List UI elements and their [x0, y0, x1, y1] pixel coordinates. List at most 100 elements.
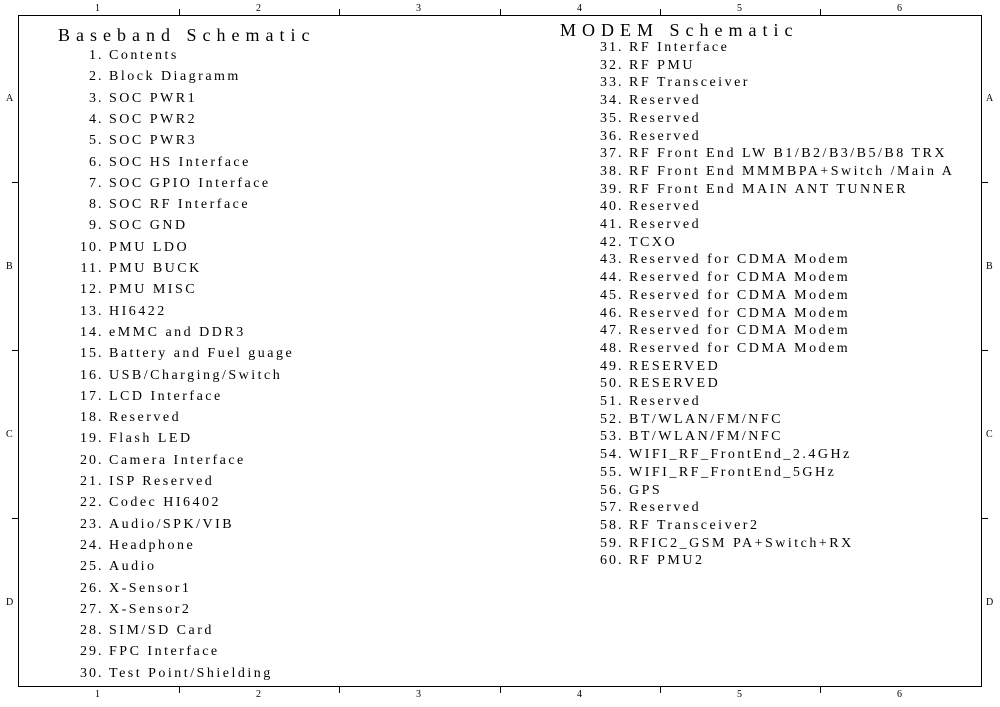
- list-item: 52. BT/WLAN/FM/NFC: [590, 412, 783, 428]
- list-item-number: 51: [590, 394, 618, 410]
- list-item-dot: .: [98, 644, 109, 659]
- list-item-text: RESERVED: [629, 376, 720, 391]
- list-item-dot: .: [98, 495, 109, 510]
- list-item: 44. Reserved for CDMA Modem: [590, 270, 850, 286]
- list-item-dot: .: [98, 389, 109, 404]
- list-item-number: 41: [590, 217, 618, 233]
- list-item-text: Reserved: [629, 217, 701, 232]
- grid-tick: [820, 687, 821, 693]
- list-item-number: 37: [590, 146, 618, 162]
- list-item-dot: .: [618, 323, 629, 338]
- list-item-text: Reserved: [629, 500, 701, 515]
- row-label-left: D: [6, 597, 13, 608]
- list-item-dot: .: [98, 69, 109, 84]
- list-item-dot: .: [98, 538, 109, 553]
- list-item-number: 14: [70, 325, 98, 341]
- list-item-text: Reserved for CDMA Modem: [629, 323, 850, 338]
- list-item-text: X-Sensor1: [109, 581, 191, 596]
- list-item-text: Reserved for CDMA Modem: [629, 306, 850, 321]
- list-item-number: 19: [70, 431, 98, 447]
- list-item-number: 55: [590, 465, 618, 481]
- list-item: 47. Reserved for CDMA Modem: [590, 323, 850, 339]
- grid-tick: [500, 9, 501, 15]
- list-item-number: 7: [70, 176, 98, 192]
- list-item: 22. Codec HI6402: [70, 495, 221, 511]
- col-label-top: 6: [897, 3, 902, 14]
- list-item: 18. Reserved: [70, 410, 181, 426]
- list-item-text: PMU LDO: [109, 240, 189, 255]
- list-item: 43. Reserved for CDMA Modem: [590, 252, 850, 268]
- list-item-number: 46: [590, 306, 618, 322]
- list-item-dot: .: [618, 429, 629, 444]
- baseband-section-title: Baseband Schematic: [58, 25, 315, 46]
- list-item: 41. Reserved: [590, 217, 701, 233]
- list-item-number: 50: [590, 376, 618, 392]
- list-item-text: BT/WLAN/FM/NFC: [629, 429, 783, 444]
- list-item-number: 21: [70, 474, 98, 490]
- list-item-number: 11: [70, 261, 98, 277]
- list-item-number: 54: [590, 447, 618, 463]
- grid-tick: [179, 9, 180, 15]
- list-item: 29. FPC Interface: [70, 644, 220, 660]
- list-item-text: Camera Interface: [109, 453, 246, 468]
- list-item-text: FPC Interface: [109, 644, 220, 659]
- list-item-dot: .: [98, 431, 109, 446]
- list-item: 57. Reserved: [590, 500, 701, 516]
- list-item-text: Test Point/Shielding: [109, 666, 273, 681]
- list-item-dot: .: [618, 483, 629, 498]
- list-item-number: 35: [590, 111, 618, 127]
- col-label-bottom: 1: [95, 689, 100, 700]
- list-item-number: 34: [590, 93, 618, 109]
- list-item-dot: .: [98, 410, 109, 425]
- list-item-dot: .: [98, 48, 109, 63]
- list-item-text: RF PMU2: [629, 553, 704, 568]
- list-item-dot: .: [98, 325, 109, 340]
- list-item-dot: .: [618, 93, 629, 108]
- col-label-bottom: 6: [897, 689, 902, 700]
- list-item-number: 24: [70, 538, 98, 554]
- list-item: 59. RFIC2_GSM PA+Switch+RX: [590, 536, 854, 552]
- col-label-top: 5: [737, 3, 742, 14]
- list-item-number: 38: [590, 164, 618, 180]
- list-item-text: SOC GND: [109, 218, 188, 233]
- list-item-number: 12: [70, 282, 98, 298]
- list-item: 49. RESERVED: [590, 359, 720, 375]
- list-item: 6. SOC HS Interface: [70, 155, 251, 171]
- list-item-number: 32: [590, 58, 618, 74]
- list-item-dot: .: [98, 559, 109, 574]
- list-item: 14. eMMC and DDR3: [70, 325, 246, 341]
- list-item-text: PMU MISC: [109, 282, 197, 297]
- list-item-text: Flash LED: [109, 431, 193, 446]
- list-item-text: X-Sensor2: [109, 602, 191, 617]
- list-item-dot: .: [618, 536, 629, 551]
- list-item-number: 27: [70, 602, 98, 618]
- list-item-number: 44: [590, 270, 618, 286]
- list-item-text: WIFI_RF_FrontEnd_5GHz: [629, 465, 836, 480]
- list-item: 3. SOC PWR1: [70, 91, 197, 107]
- list-item: 42. TCXO: [590, 235, 677, 251]
- list-item-text: Reserved for CDMA Modem: [629, 288, 850, 303]
- list-item-dot: .: [618, 235, 629, 250]
- grid-tick: [339, 687, 340, 693]
- list-item-dot: .: [98, 197, 109, 212]
- list-item-text: TCXO: [629, 235, 677, 250]
- row-label-left: B: [6, 261, 13, 272]
- list-item: 53. BT/WLAN/FM/NFC: [590, 429, 783, 445]
- list-item-number: 30: [70, 666, 98, 682]
- list-item-text: RF Front End LW B1/B2/B3/B5/B8 TRX: [629, 146, 947, 161]
- list-item-dot: .: [98, 176, 109, 191]
- list-item-dot: .: [618, 376, 629, 391]
- list-item-text: SOC RF Interface: [109, 197, 250, 212]
- grid-tick: [982, 350, 988, 351]
- list-item-dot: .: [98, 602, 109, 617]
- list-item-text: Reserved for CDMA Modem: [629, 252, 850, 267]
- list-item-number: 28: [70, 623, 98, 639]
- list-item-number: 10: [70, 240, 98, 256]
- list-item: 32. RF PMU: [590, 58, 695, 74]
- list-item-text: Reserved for CDMA Modem: [629, 341, 850, 356]
- list-item-dot: .: [98, 155, 109, 170]
- list-item: 34. Reserved: [590, 93, 701, 109]
- list-item-text: Battery and Fuel guage: [109, 346, 294, 361]
- col-label-top: 2: [256, 3, 261, 14]
- list-item: 8. SOC RF Interface: [70, 197, 250, 213]
